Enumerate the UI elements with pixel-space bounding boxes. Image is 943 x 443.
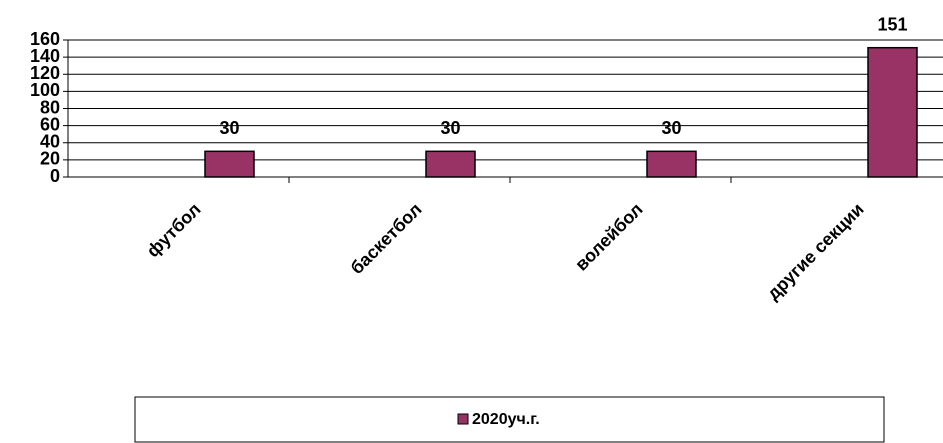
value-label: 151 bbox=[877, 14, 907, 34]
value-label: 30 bbox=[661, 118, 681, 138]
y-tick-label: 80 bbox=[40, 97, 60, 117]
bar bbox=[204, 150, 255, 178]
y-tick-label: 40 bbox=[40, 132, 60, 152]
y-tick-label: 60 bbox=[40, 114, 60, 134]
value-label: 30 bbox=[219, 118, 239, 138]
legend-label: 2020уч.г. bbox=[472, 411, 540, 428]
x-tick-label: футбол bbox=[143, 199, 205, 261]
bar bbox=[867, 46, 918, 178]
value-label: 30 bbox=[440, 118, 460, 138]
y-tick-label: 20 bbox=[40, 149, 60, 169]
y-tick-label: 140 bbox=[30, 46, 60, 66]
y-tick-label: 120 bbox=[30, 63, 60, 83]
x-tick-label: баскетбол bbox=[347, 199, 426, 278]
legend-box bbox=[134, 396, 885, 443]
x-tick-label: другие секции bbox=[763, 199, 868, 304]
y-tick-label: 160 bbox=[30, 29, 60, 49]
x-tick-label: волейбол bbox=[571, 199, 646, 274]
y-tick-label: 0 bbox=[50, 166, 60, 186]
bar bbox=[425, 150, 476, 178]
y-tick-label: 100 bbox=[30, 80, 60, 100]
bar bbox=[646, 150, 697, 178]
legend-swatch bbox=[457, 413, 469, 425]
